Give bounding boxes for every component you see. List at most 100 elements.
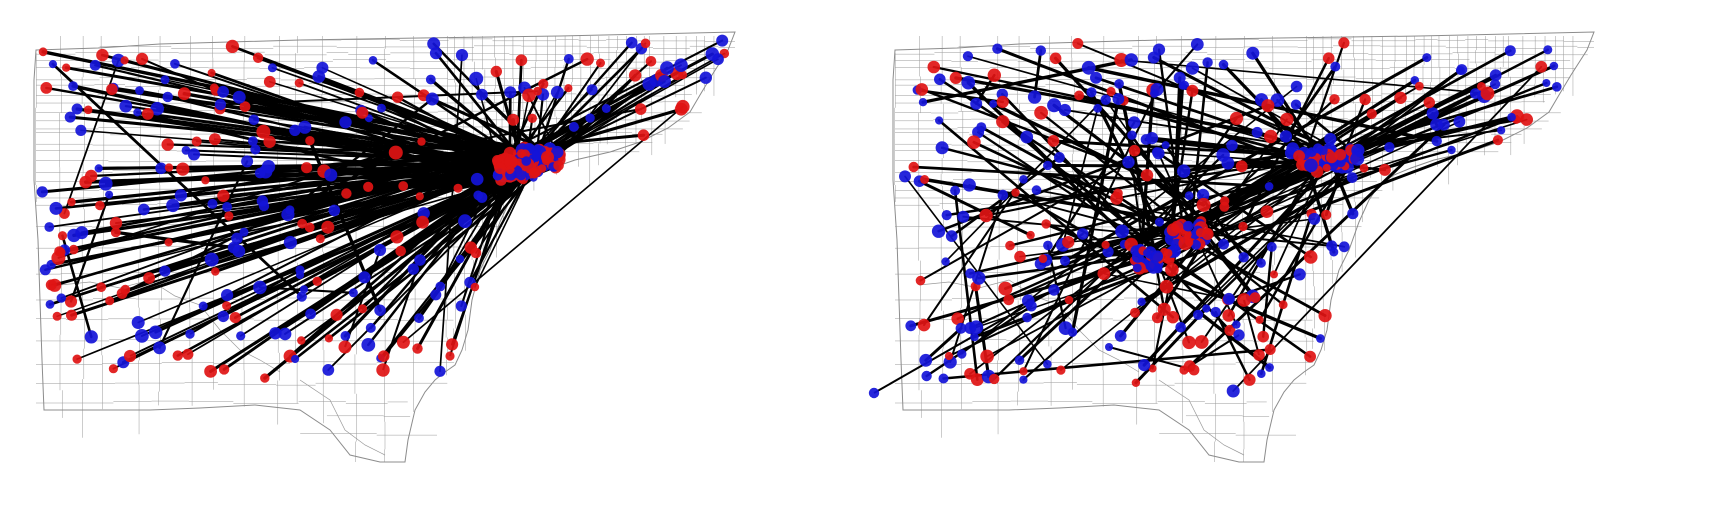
destination-point <box>1542 79 1551 87</box>
flow-line <box>263 149 543 380</box>
origin-point <box>1178 236 1192 251</box>
origin-point <box>996 115 1010 129</box>
destination-point <box>174 189 188 202</box>
origin-point <box>553 160 564 171</box>
origin-point <box>211 267 220 276</box>
destination-point <box>1035 45 1046 56</box>
origin-point <box>596 58 605 68</box>
destination-point <box>1161 141 1170 150</box>
flow-line <box>399 170 518 253</box>
origin-point <box>398 181 409 191</box>
origin-point <box>106 83 118 96</box>
destination-point <box>328 204 341 217</box>
origin-point <box>1321 209 1332 220</box>
destination-point <box>361 338 376 352</box>
origin-point <box>305 136 315 146</box>
flow-line <box>924 326 963 362</box>
destination-point <box>1504 45 1516 57</box>
destination-point <box>1497 126 1506 135</box>
origin-point <box>1157 302 1171 316</box>
destination-point <box>1138 359 1151 372</box>
origin-point <box>1235 160 1248 173</box>
destination-point <box>476 88 488 101</box>
origin-point <box>951 312 964 326</box>
destination-point <box>1173 71 1186 84</box>
origin-point <box>1322 163 1331 172</box>
destination-point <box>455 254 465 264</box>
destination-point <box>1175 322 1186 333</box>
destination-point <box>64 111 76 123</box>
origin-point <box>301 162 313 174</box>
flow-line <box>1305 163 1336 254</box>
flow-line <box>382 259 421 371</box>
destination-point <box>1225 295 1234 304</box>
origin-point <box>294 78 304 88</box>
flow-line <box>1356 69 1462 152</box>
origin-point <box>363 181 374 192</box>
destination-point <box>1145 132 1159 145</box>
origin-point <box>356 106 369 119</box>
origin-point <box>357 304 368 314</box>
destination-point <box>241 155 254 168</box>
destination-point <box>1020 130 1034 144</box>
destination-point <box>170 59 180 69</box>
destination-point <box>918 98 928 107</box>
flow-line <box>1303 129 1503 155</box>
destination-point <box>469 71 484 86</box>
flow-line <box>1284 65 1337 138</box>
destination-point <box>531 150 541 160</box>
origin-point <box>182 348 194 360</box>
destination-point <box>1338 241 1350 253</box>
destination-point <box>253 280 267 295</box>
destination-point <box>269 327 282 340</box>
destination-point <box>198 301 208 311</box>
destination-point <box>368 56 378 65</box>
origin-point <box>116 288 128 299</box>
destination-point <box>1086 87 1097 98</box>
flow-map-right-panel <box>859 0 1717 532</box>
origin-point <box>1165 262 1179 277</box>
origin-point <box>172 350 183 361</box>
destination-point <box>1105 343 1113 351</box>
origin-point <box>204 365 218 378</box>
destination-point <box>1019 375 1028 384</box>
destination-point <box>281 207 295 222</box>
origin-point <box>1064 295 1074 305</box>
origin-point <box>38 47 48 57</box>
flow-line <box>293 66 669 361</box>
origin-point <box>970 373 984 386</box>
origin-point <box>40 82 53 94</box>
destination-point <box>324 168 338 182</box>
destination-point <box>181 146 191 155</box>
flow-line <box>227 167 502 218</box>
destination-point <box>674 58 688 72</box>
origin-point <box>1535 60 1548 73</box>
destination-point <box>455 300 467 312</box>
destination-point <box>1226 139 1238 152</box>
destination-point <box>1143 248 1152 257</box>
destination-point <box>248 136 258 147</box>
flow-line <box>969 225 1179 275</box>
destination-point <box>49 201 63 215</box>
destination-point <box>71 103 83 115</box>
destination-point <box>89 59 101 71</box>
destination-point <box>563 54 574 64</box>
flow-line <box>1221 62 1317 162</box>
origin-point <box>229 312 241 324</box>
origin-point <box>208 133 221 146</box>
destination-point <box>236 331 246 341</box>
destination-point <box>204 252 219 267</box>
destination-point <box>365 322 376 333</box>
destination-point <box>1122 155 1135 169</box>
destination-point <box>159 265 171 277</box>
origin-point <box>637 129 650 141</box>
flow-line <box>1214 310 1251 382</box>
flow-line <box>58 147 533 253</box>
origin-point <box>72 354 82 364</box>
origin-point <box>256 124 271 139</box>
destination-point <box>305 308 316 320</box>
destination-point <box>1324 132 1337 146</box>
origin-point <box>312 276 322 286</box>
origin-point <box>415 192 424 201</box>
destination-point <box>1067 327 1078 337</box>
